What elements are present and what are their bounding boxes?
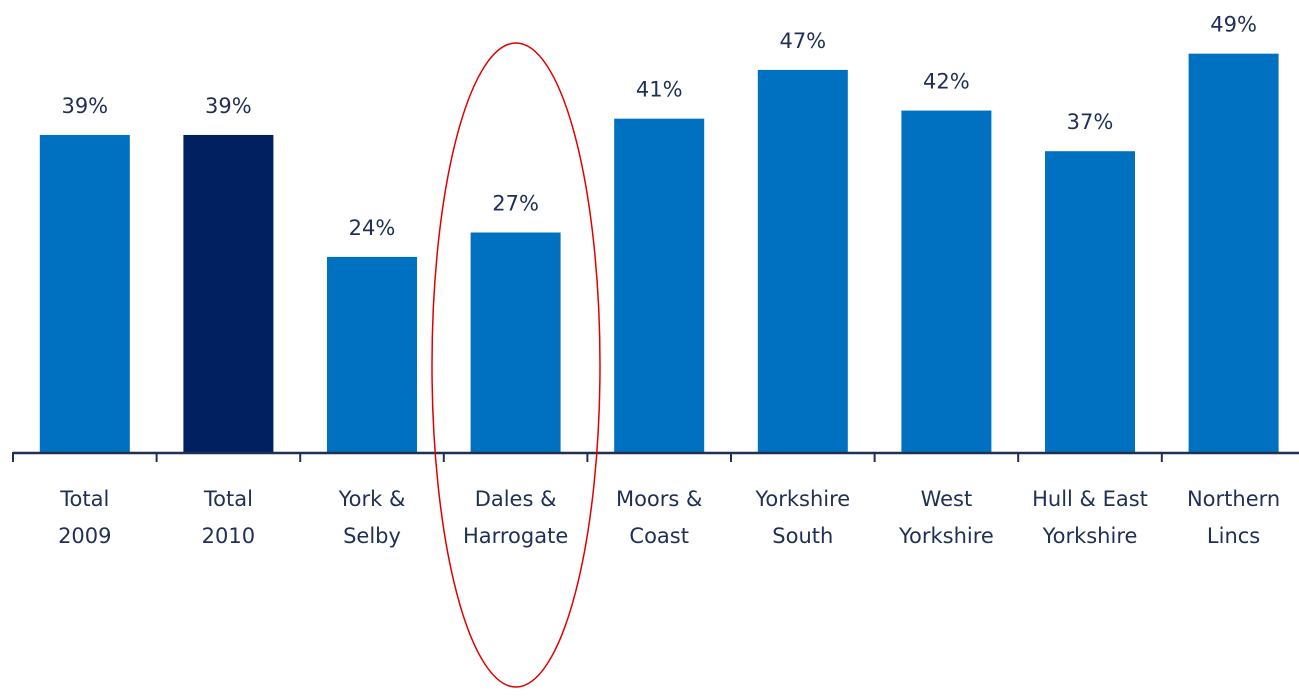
bar: [901, 110, 992, 452]
bar: [327, 256, 417, 452]
x-tick-label: Total 2010: [202, 487, 255, 548]
x-tick-label: Total 2009: [58, 487, 111, 548]
highlight-ellipse: [431, 42, 601, 688]
bar: [183, 134, 274, 452]
value-label: 27%: [492, 192, 539, 216]
value-label: 39%: [205, 94, 252, 118]
value-label: 41%: [636, 78, 683, 102]
bar: [1188, 53, 1279, 453]
value-label: 49%: [1210, 13, 1257, 37]
bar: [614, 118, 705, 453]
value-label: 39%: [61, 94, 108, 118]
value-label: 24%: [349, 216, 396, 240]
x-tick-label: Northern Lincs: [1187, 487, 1280, 548]
bar: [39, 134, 130, 452]
x-tick-label: Hull & East Yorkshire: [1032, 487, 1148, 548]
value-label: 42%: [923, 70, 970, 94]
bar: [470, 232, 561, 452]
x-tick-label: York & Selby: [338, 487, 406, 548]
x-tick-label: West Yorkshire: [898, 487, 994, 548]
x-tick-label: Yorkshire South: [754, 487, 850, 548]
x-tick-label: Moors & Coast: [616, 487, 702, 548]
x-tick-label: Dales & Harrogate: [463, 487, 568, 548]
bar: [757, 69, 848, 452]
plot: 39% Total 2009 39% Total 2010 24% York & Selby 27…: [12, 13, 1299, 548]
value-label: 37%: [1067, 110, 1114, 134]
bar: [1045, 151, 1135, 453]
value-label: 47%: [779, 29, 826, 53]
